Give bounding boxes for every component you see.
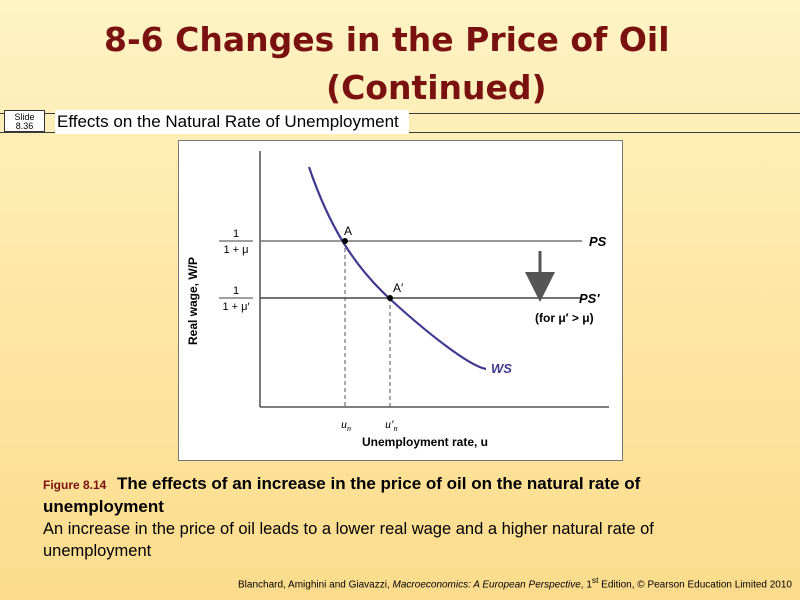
- slide-number: 8.36: [15, 121, 34, 131]
- point-a-prime: [387, 295, 393, 301]
- citation-edition: , 1: [580, 579, 592, 591]
- ps-fraction-denominator: 1 + μ: [224, 244, 249, 256]
- section-subtitle: Effects on the Natural Rate of Unemploym…: [55, 110, 409, 134]
- figure-title: The effects of an increase in the price …: [43, 474, 641, 516]
- point-a: [342, 238, 348, 244]
- ps-prime-fraction-numerator: 1: [233, 285, 239, 297]
- y-axis-label: Real wage, W/P: [186, 257, 200, 345]
- point-a-prime-label: A′: [393, 281, 404, 295]
- citation-authors: Blanchard, Amighini and Giavazzi,: [238, 579, 393, 591]
- slide-title-line-1: 8-6 Changes in the Price of Oil: [104, 20, 670, 59]
- ps-prime-note: (for μ′ > μ): [535, 311, 594, 325]
- figure-number: Figure 8.14: [43, 478, 107, 492]
- ws-label: WS: [491, 361, 512, 376]
- slide-number-box: Slide 8.36: [4, 110, 45, 132]
- citation-edition-sup: st: [591, 575, 599, 585]
- citation-publisher: Edition, © Pearson Education Limited 201…: [598, 579, 792, 591]
- ps-prime-fraction-denominator: 1 + μ′: [222, 301, 249, 313]
- ps-fraction-numerator: 1: [233, 228, 239, 240]
- point-a-label: A: [344, 224, 352, 238]
- source-citation: Blanchard, Amighini and Giavazzi, Macroe…: [238, 575, 792, 590]
- slide-title-line-2: (Continued): [326, 68, 547, 107]
- un-tick-label: un: [341, 417, 351, 433]
- citation-book: Macroeconomics: A European Perspective: [392, 579, 581, 591]
- ps-ws-diagram: Real wage, W/P 1 1 + μ 1 1 + μ′ A A′ PS …: [186, 151, 609, 449]
- figure-panel: Real wage, W/P 1 1 + μ 1 1 + μ′ A A′ PS …: [178, 140, 623, 461]
- figure-description: An increase in the price of oil leads to…: [43, 520, 654, 560]
- x-axis-label: Unemployment rate, u: [362, 435, 488, 449]
- un-prime-tick-label: u′n: [385, 417, 398, 433]
- ps-label: PS: [589, 234, 607, 249]
- figure-caption: Figure 8.14 The effects of an increase i…: [43, 473, 763, 562]
- slide-label: Slide: [14, 112, 35, 122]
- ws-curve: [307, 166, 487, 371]
- ps-prime-label: PS′: [579, 291, 600, 306]
